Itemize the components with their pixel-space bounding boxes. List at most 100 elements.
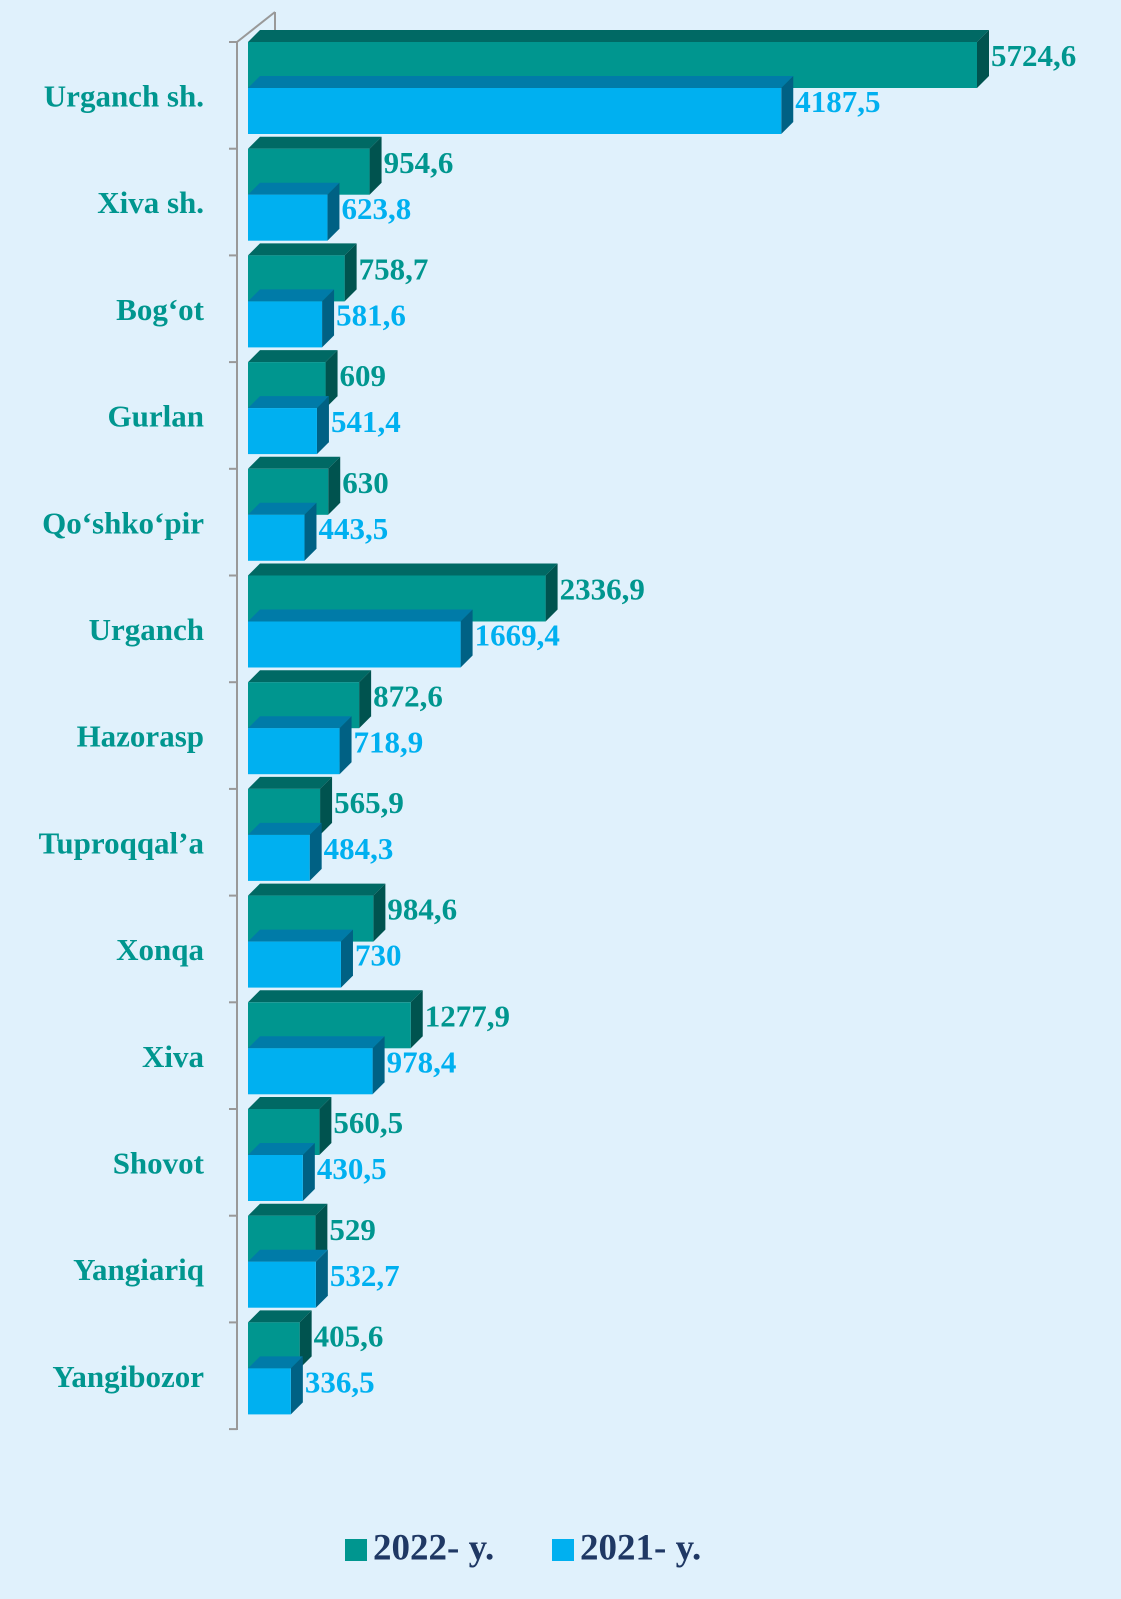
bar-top	[248, 1097, 332, 1109]
bar-side	[320, 776, 333, 835]
bar-top	[248, 990, 423, 1003]
bar-side	[373, 883, 386, 942]
category-label: Qo‘shko‘pir	[42, 505, 204, 540]
category-label: Hazorasp	[77, 719, 204, 754]
category-label: Xiva sh.	[97, 185, 204, 220]
bar-top	[248, 456, 341, 469]
bar-top	[248, 182, 340, 195]
bar-side	[322, 289, 335, 348]
bar-side	[977, 30, 989, 88]
bar	[248, 1155, 303, 1201]
bar	[248, 728, 340, 775]
bar-side	[359, 670, 372, 729]
category-label: Gurlan	[108, 399, 204, 434]
bar-top	[248, 670, 372, 683]
legend-swatch	[345, 1539, 367, 1561]
value-label: 5724,6	[991, 38, 1076, 73]
value-label: 560,5	[333, 1105, 403, 1140]
value-label: 405,6	[314, 1319, 384, 1354]
value-label: 581,6	[336, 298, 406, 333]
bar-top	[248, 822, 322, 835]
bar	[248, 301, 323, 348]
bar-top	[248, 776, 333, 789]
bar-side	[316, 396, 329, 455]
bar-top	[248, 1203, 328, 1216]
bar-side	[299, 1310, 312, 1369]
value-label: 630	[342, 465, 389, 500]
value-label: 4187,5	[795, 84, 880, 119]
bar-side	[545, 563, 558, 622]
bar-top	[248, 350, 338, 363]
bar	[248, 621, 461, 668]
value-label: 984,6	[387, 892, 457, 927]
bar-top	[248, 883, 386, 896]
value-label: 758,7	[359, 252, 429, 287]
bar	[248, 1261, 316, 1308]
bar-top	[248, 396, 329, 409]
bar-top	[248, 502, 317, 515]
category-label: Yangiariq	[73, 1252, 204, 1287]
bar	[248, 1048, 373, 1095]
value-label: 565,9	[334, 785, 404, 820]
bar-top	[248, 289, 335, 302]
bar-side	[372, 1036, 385, 1095]
value-label: 623,8	[341, 191, 411, 226]
bar-side	[328, 456, 341, 515]
bar-side	[302, 1143, 315, 1201]
bar-top	[248, 1036, 385, 1049]
value-label: 978,4	[387, 1044, 457, 1079]
legend-swatch	[552, 1539, 574, 1561]
bar-top	[248, 716, 352, 729]
bar-side	[315, 1203, 328, 1262]
legend-label: 2022- y.	[373, 1527, 494, 1568]
bar	[248, 194, 328, 241]
bar-top	[248, 609, 473, 622]
bar-side	[410, 990, 423, 1049]
bar-side	[340, 929, 353, 988]
category-label: Tuproqqal’a	[39, 825, 205, 860]
value-label: 1277,9	[425, 998, 510, 1033]
bar-top	[248, 136, 382, 149]
bar-side	[327, 182, 340, 241]
value-label: 529	[329, 1212, 376, 1247]
value-label: 541,4	[331, 404, 401, 439]
value-label: 872,6	[373, 678, 443, 713]
bar-side	[460, 609, 473, 668]
bar-side	[369, 136, 382, 195]
value-label: 2336,9	[560, 572, 645, 607]
bar	[248, 834, 310, 881]
bar-side	[339, 716, 352, 775]
category-label: Xiva	[142, 1039, 205, 1074]
category-label: Bog‘ot	[116, 292, 205, 327]
bar-side	[325, 350, 338, 409]
bar-top	[248, 563, 558, 576]
category-label: Shovot	[113, 1145, 205, 1180]
bar-side	[344, 243, 357, 302]
bar-top	[248, 1310, 312, 1323]
value-label: 730	[355, 938, 402, 973]
bar-side	[315, 1249, 328, 1308]
bar-top	[248, 76, 794, 88]
bar-top	[248, 929, 353, 942]
bar-side	[290, 1356, 303, 1415]
value-label: 336,5	[305, 1365, 375, 1400]
bar-side	[781, 76, 794, 134]
value-label: 443,5	[318, 511, 388, 546]
value-label: 532,7	[330, 1258, 400, 1293]
bar	[248, 88, 782, 134]
value-label: 954,6	[384, 145, 454, 180]
bar-side	[319, 1097, 332, 1155]
value-label: 609	[340, 358, 387, 393]
value-label: 430,5	[317, 1151, 387, 1186]
legend-label: 2021- y.	[580, 1527, 701, 1568]
bar-top	[248, 243, 357, 256]
value-label: 484,3	[324, 831, 394, 866]
bar-top	[248, 1249, 328, 1262]
bar	[248, 408, 317, 455]
bar-side	[309, 822, 322, 881]
axis-wall	[236, 11, 276, 43]
bar	[248, 941, 341, 988]
value-label: 1669,4	[475, 618, 560, 653]
